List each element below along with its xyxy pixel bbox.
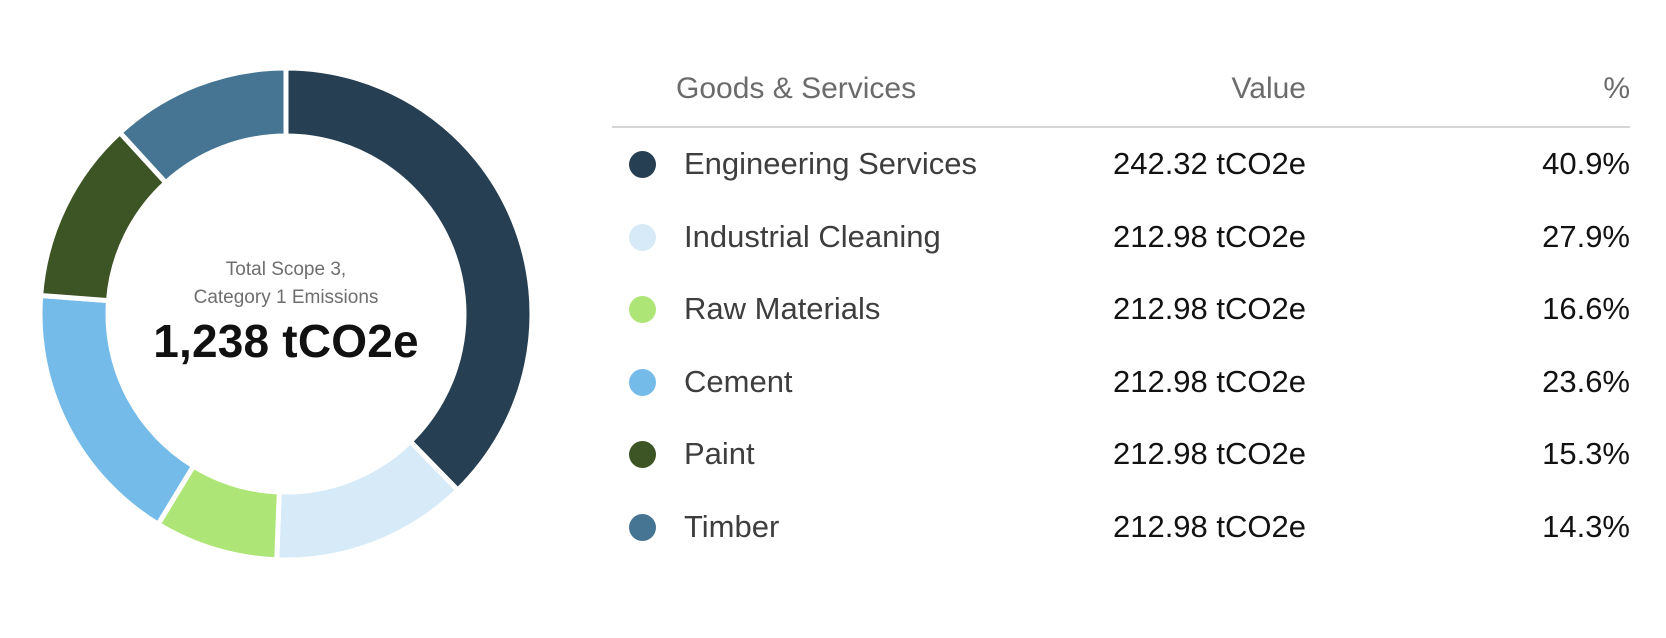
legend-swatch bbox=[629, 441, 656, 469]
center-subtitle-line-2: Category 1 Emissions bbox=[193, 287, 379, 308]
legend-label: Raw Materials bbox=[684, 291, 881, 327]
legend-row: Industrial Cleaning 212.98 tCO2e 27.9% bbox=[612, 201, 1630, 274]
legend-value: 212.98 tCO2e bbox=[1112, 363, 1306, 399]
legend-label: Paint bbox=[684, 436, 755, 472]
legend-label: Timber bbox=[684, 508, 780, 544]
legend-value: 212.98 tCO2e bbox=[1112, 436, 1306, 472]
center-subtitle: Total Scope 3, Category 1 Emissions bbox=[24, 256, 548, 312]
legend-swatch bbox=[629, 151, 656, 178]
center-total: 1,238 tCO2e bbox=[153, 315, 419, 367]
legend-row: Cement 212.98 tCO2e 23.6% bbox=[612, 346, 1630, 419]
legend-label: Engineering Services bbox=[684, 146, 977, 181]
legend-swatch bbox=[629, 223, 656, 251]
legend-value: 212.98 tCO2e bbox=[1112, 291, 1306, 327]
header-goods-services: Goods & Services bbox=[676, 72, 917, 105]
legend-value: 212.98 tCO2e bbox=[1112, 218, 1306, 254]
legend-row: Raw Materials 212.98 tCO2e 16.6% bbox=[612, 273, 1630, 346]
legend-value: 212.98 tCO2e bbox=[1112, 508, 1306, 544]
legend-header: Goods & Services Value % bbox=[612, 60, 1630, 128]
donut-chart: Total Scope 3, Category 1 Emissions 1,23… bbox=[24, 52, 548, 576]
legend-row: Engineering Services 242.32 tCO2e 40.9% bbox=[612, 128, 1630, 201]
legend-percent: 14.3% bbox=[1542, 508, 1630, 544]
legend-value: 242.32 tCO2e bbox=[1112, 146, 1306, 181]
donut-slice-timber bbox=[116, 65, 289, 187]
legend-swatch bbox=[629, 368, 656, 396]
donut-chart-svg bbox=[37, 65, 535, 563]
legend-percent: 16.6% bbox=[1542, 291, 1630, 327]
legend-swatch bbox=[629, 296, 656, 324]
legend-label: Cement bbox=[684, 363, 793, 399]
legend-row: Paint 212.98 tCO2e 15.3% bbox=[612, 418, 1630, 491]
legend-percent: 15.3% bbox=[1542, 436, 1630, 472]
legend-table: Goods & Services Value % Engineering Ser… bbox=[612, 60, 1630, 564]
center-subtitle-line-1: Total Scope 3, bbox=[225, 259, 347, 280]
legend-percent: 23.6% bbox=[1542, 363, 1630, 399]
header-percent: % bbox=[1603, 72, 1630, 105]
legend-row: Timber 212.98 tCO2e 14.3% bbox=[612, 491, 1630, 564]
donut-slice-industrial-cleaning bbox=[274, 437, 462, 563]
legend-swatch bbox=[629, 513, 656, 541]
header-value: Value bbox=[1231, 72, 1306, 105]
legend-label: Industrial Cleaning bbox=[684, 218, 941, 254]
legend-percent: 40.9% bbox=[1542, 146, 1630, 181]
donut-slice-engineering-services bbox=[283, 65, 535, 494]
legend-percent: 27.9% bbox=[1542, 218, 1630, 254]
